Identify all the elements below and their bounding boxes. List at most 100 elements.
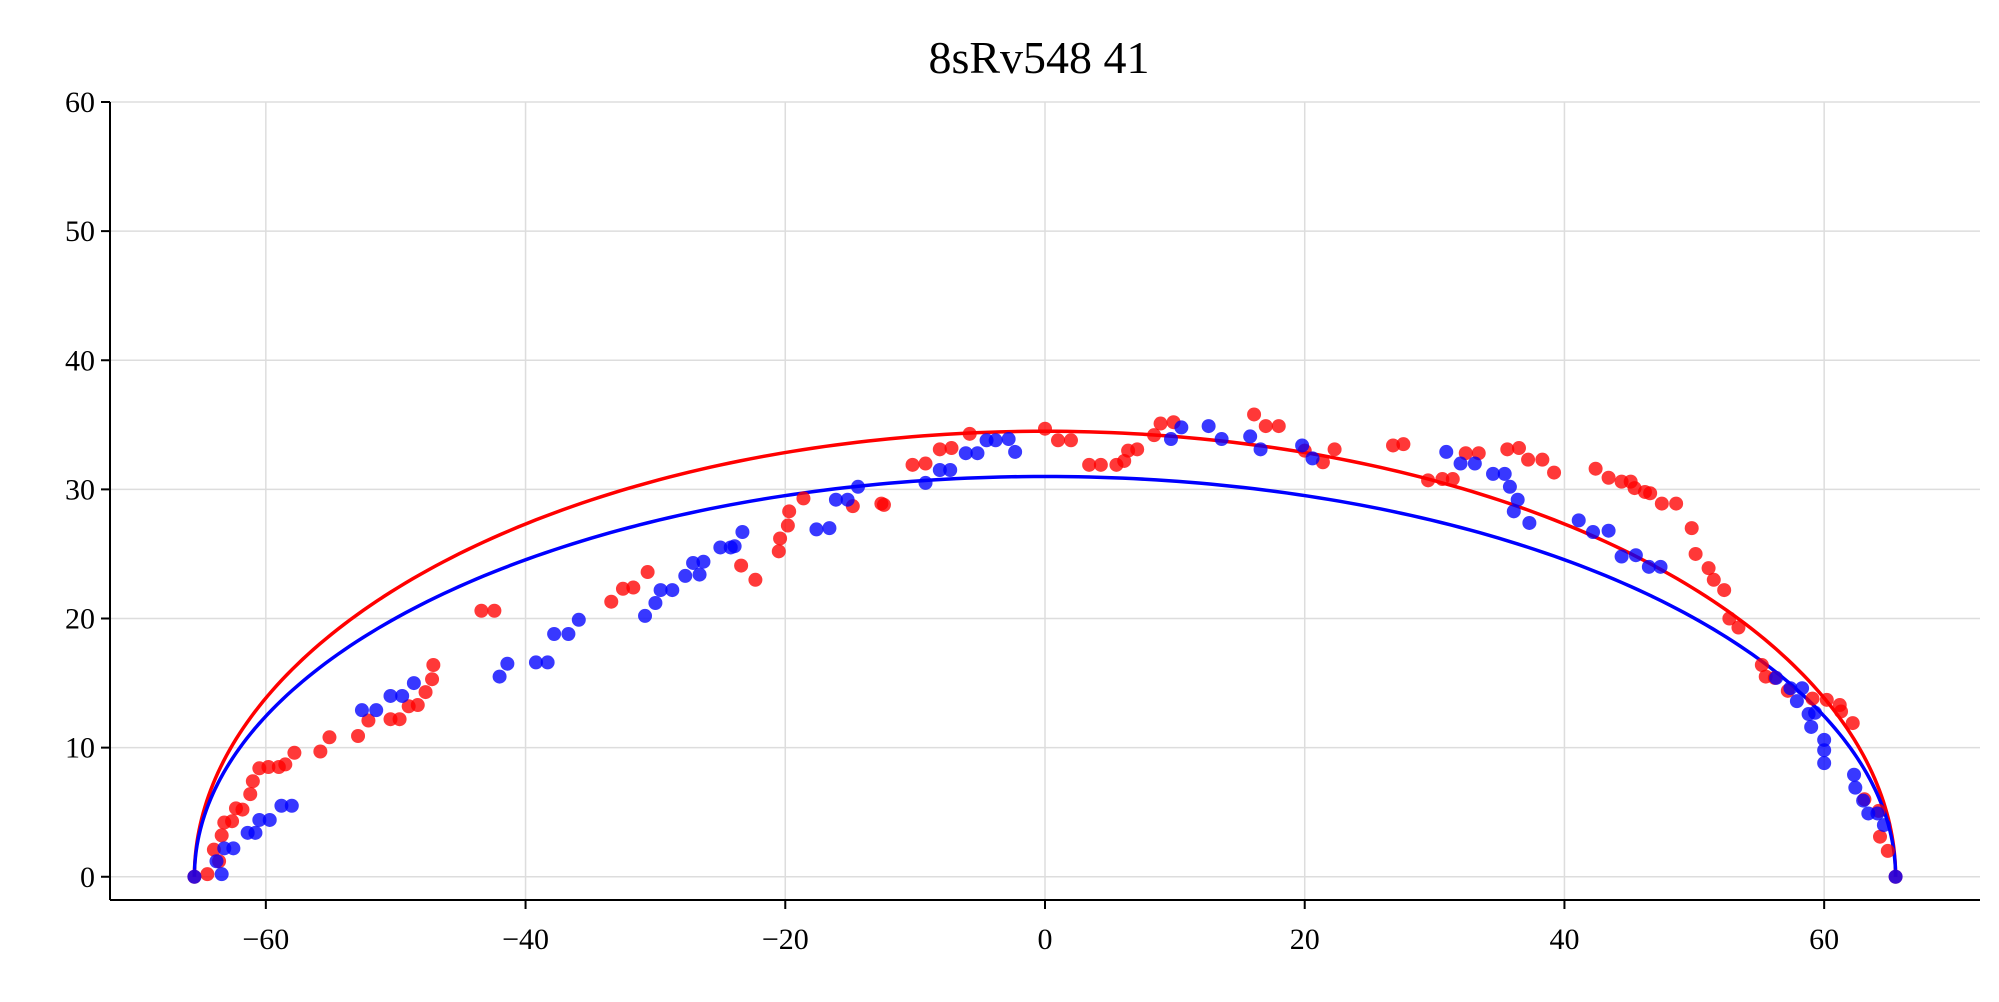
data-point-series-1 <box>944 441 959 456</box>
data-point-series-1 <box>313 744 328 759</box>
data-point-series-1 <box>1873 829 1888 844</box>
data-point-series-2 <box>1439 444 1454 459</box>
data-point-series-1 <box>1601 470 1616 485</box>
data-point-series-1 <box>604 594 619 609</box>
data-point-series-1 <box>1731 620 1746 635</box>
data-point-series-2 <box>571 612 586 627</box>
data-point-series-1 <box>1050 433 1065 448</box>
y-tick-label: 20 <box>65 603 95 636</box>
x-tick-label: 60 <box>1809 923 1839 956</box>
data-point-series-2 <box>248 825 263 840</box>
data-point-series-1 <box>1547 465 1562 480</box>
data-point-series-1 <box>1082 457 1097 472</box>
data-point-series-1 <box>410 698 425 713</box>
data-point-series-1 <box>1722 611 1737 626</box>
data-point-series-1 <box>214 828 229 843</box>
data-point-series-2 <box>1201 419 1216 434</box>
data-point-series-2 <box>1870 806 1885 821</box>
data-point-series-1 <box>261 760 276 774</box>
tick-labels: −60 −40 −20 0 20 40 60 0 10 20 30 40 50 60 <box>65 86 1839 956</box>
x-tick-label: 20 <box>1290 923 1320 956</box>
data-point-series-1 <box>1063 433 1078 448</box>
data-point-series-2 <box>822 521 837 536</box>
data-point-series-1 <box>1643 486 1658 501</box>
y-tick-label: 0 <box>80 861 95 894</box>
data-point-series-1 <box>773 531 788 546</box>
data-point-series-1 <box>392 712 407 727</box>
data-point-series-2 <box>638 608 653 623</box>
y-tick-label: 40 <box>65 344 95 377</box>
data-point-series-2 <box>1876 818 1891 833</box>
data-point-series-1 <box>225 814 240 829</box>
data-point-series-2 <box>1848 780 1863 795</box>
data-point-series-2 <box>851 479 865 494</box>
data-point-series-1 <box>1093 457 1108 472</box>
data-point-series-2 <box>970 446 985 461</box>
data-point-series-1 <box>1706 572 1721 587</box>
data-point-series-1 <box>235 802 250 817</box>
data-point-series-1 <box>1386 438 1401 453</box>
data-point-series-2 <box>1486 466 1501 481</box>
data-point-series-1 <box>1819 692 1834 707</box>
y-tick-label: 60 <box>65 86 95 119</box>
data-point-series-1 <box>1147 428 1162 443</box>
data-point-series-2 <box>1817 732 1832 747</box>
axes <box>101 101 1980 909</box>
data-point-series-2 <box>1497 466 1512 481</box>
x-tick-label: 0 <box>1038 923 1053 956</box>
data-point-series-2 <box>395 688 410 703</box>
data-point-series-1 <box>1654 496 1669 511</box>
data-point-series-1 <box>1880 843 1895 858</box>
data-point-series-2 <box>840 492 855 507</box>
y-tick-label: 50 <box>65 215 95 248</box>
data-point-series-2 <box>1467 456 1482 471</box>
data-point-series-2 <box>735 524 750 539</box>
data-point-series-2 <box>406 676 421 691</box>
data-point-series-1 <box>748 572 763 587</box>
data-point-series-2 <box>284 798 299 813</box>
data-point-series-1 <box>322 730 337 745</box>
data-point-series-2 <box>500 656 515 671</box>
data-point-series-2 <box>828 492 843 507</box>
data-point-series-1 <box>1684 521 1699 536</box>
data-point-series-2 <box>226 841 241 856</box>
data-point-series-2 <box>1817 756 1832 771</box>
data-point-series-2 <box>678 568 693 583</box>
data-point-series-2 <box>1641 559 1656 574</box>
data-point-series-1 <box>425 672 440 687</box>
data-point-series-2 <box>932 463 947 478</box>
data-point-series-1 <box>780 518 795 533</box>
data-point-series-1 <box>1669 496 1684 511</box>
data-point-series-1 <box>278 757 293 772</box>
data-point-series-1 <box>640 565 655 580</box>
data-point-series-2 <box>1804 719 1819 734</box>
grid <box>110 101 1980 900</box>
x-tick-label: 40 <box>1549 923 1579 956</box>
data-point-series-1 <box>1511 441 1526 456</box>
data-point-series-2 <box>274 798 289 813</box>
data-point-series-1 <box>1500 442 1515 457</box>
data-point-series-1 <box>1421 473 1436 488</box>
data-point-series-2 <box>354 703 369 718</box>
data-point-series-2 <box>1856 793 1871 808</box>
data-point-series-2 <box>943 463 958 478</box>
data-point-series-2 <box>1506 504 1521 519</box>
data-point-series-2 <box>1510 492 1525 507</box>
data-point-series-1 <box>796 491 811 506</box>
data-point-series-1 <box>1396 437 1411 452</box>
data-point-series-2 <box>665 583 680 598</box>
data-point-series-2 <box>1601 523 1616 538</box>
data-point-series-2 <box>1295 438 1310 453</box>
data-point-series-2 <box>214 867 229 882</box>
data-point-series-2 <box>1847 767 1862 782</box>
data-point-series-2 <box>492 669 507 684</box>
data-point-series-1 <box>1805 691 1820 706</box>
data-point-series-2 <box>209 854 224 869</box>
data-point-series-2 <box>1243 429 1258 444</box>
data-point-series-1 <box>1521 452 1536 467</box>
data-point-series-2 <box>653 583 668 598</box>
data-point-series-1 <box>474 603 489 618</box>
data-point-series-2 <box>988 433 1003 448</box>
data-point-series-1 <box>1327 442 1342 457</box>
